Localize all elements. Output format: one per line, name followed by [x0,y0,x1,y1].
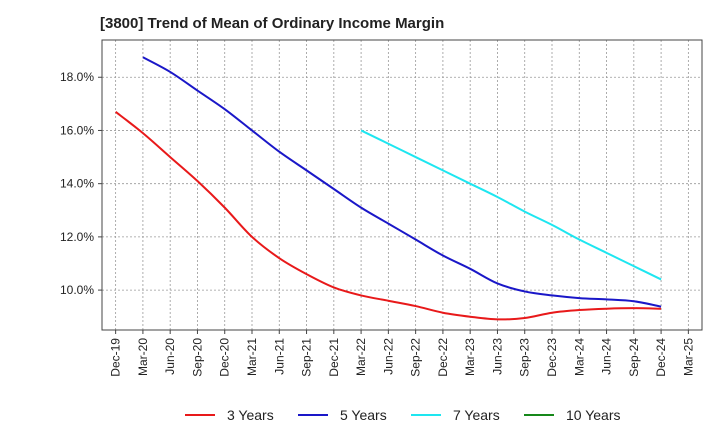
x-tick-label: Dec-22 [436,338,450,377]
x-tick-label: Mar-20 [136,338,150,376]
series-line-3-years [115,111,662,321]
x-tick-label: Mar-21 [245,338,259,376]
x-tick-label: Mar-24 [572,338,586,376]
legend-swatch [524,414,554,416]
x-tick-label: Jun-20 [163,338,177,375]
x-tick-label: Mar-22 [354,338,368,376]
series-line-7-years [360,129,662,281]
chart-title: [3800] Trend of Mean of Ordinary Income … [100,15,445,32]
x-tick-label: Dec-19 [109,338,123,377]
x-tick-label: Sep-20 [190,338,204,377]
legend-swatch [185,414,215,416]
series-layer [115,56,662,321]
legend-item: 5 Years [298,404,387,426]
x-tick-label: Sep-22 [409,338,423,377]
y-tick-label: 14.0% [60,177,94,191]
legend-swatch [298,414,328,416]
grid-layer [102,40,702,330]
x-tick-label: Mar-25 [681,338,695,376]
y-tick-label: 10.0% [60,283,94,297]
x-tick-label: Jun-21 [272,338,286,375]
legend-item: 3 Years [185,404,274,426]
x-tick-label: Sep-24 [627,338,641,377]
y-tick-label: 18.0% [60,70,94,84]
y-tick-label: 16.0% [60,123,94,137]
x-tick-label: Jun-24 [600,338,614,375]
series-line-5-years [142,56,662,308]
x-tick-label: Jun-23 [490,338,504,375]
x-tick-label: Dec-21 [327,338,341,377]
legend-label: 7 Years [453,407,500,423]
y-axis-ticks: 10.0% 12.0% 14.0% 16.0% 18.0% [60,70,102,297]
legend-swatch [411,414,441,416]
plot-frame [101,39,703,331]
legend-label: 3 Years [227,407,274,423]
x-tick-label: Jun-22 [381,338,395,375]
x-axis-ticks: Dec-19 Mar-20 Jun-20 Sep-20 Dec-20 Mar-21 Jun-… [109,330,695,377]
x-tick-label: Dec-23 [545,338,559,377]
x-tick-label: Sep-21 [300,338,314,377]
legend-item: 10 Years [524,404,621,426]
x-tick-label: Dec-24 [654,338,668,377]
legend-label: 5 Years [340,407,387,423]
x-tick-label: Dec-20 [218,338,232,377]
x-tick-label: Sep-23 [518,338,532,377]
legend-item: 7 Years [411,404,500,426]
legend-label: 10 Years [566,407,621,423]
legend: 3 Years 5 Years 7 Years 10 Years [0,404,720,426]
y-tick-label: 12.0% [60,230,94,244]
x-tick-label: Mar-23 [463,338,477,376]
